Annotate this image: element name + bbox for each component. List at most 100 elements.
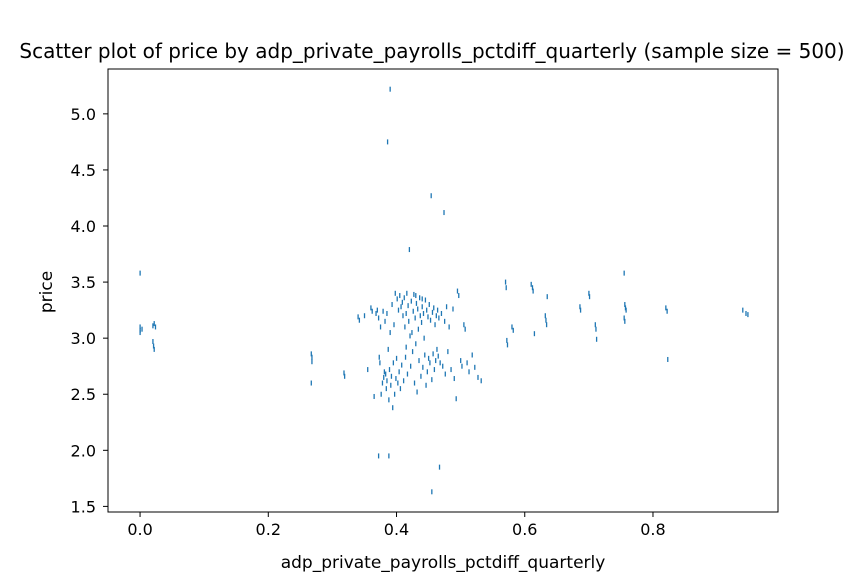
- data-point: [505, 285, 507, 291]
- data-point: [431, 489, 433, 495]
- data-point: [531, 285, 534, 291]
- data-point: [416, 389, 418, 395]
- data-point: [667, 356, 669, 362]
- data-point: [391, 302, 393, 308]
- y-tick-label: 1.5: [71, 497, 96, 516]
- data-point: [480, 378, 482, 384]
- data-point: [424, 352, 426, 358]
- data-point: [370, 305, 372, 311]
- x-axis-ticks: 0.0 0.2 0.4 0.6 0.8: [127, 512, 666, 539]
- data-point: [415, 341, 417, 347]
- data-point: [414, 315, 416, 321]
- data-point: [383, 369, 386, 375]
- data-point: [139, 270, 141, 276]
- data-point: [412, 308, 414, 314]
- data-point: [399, 386, 402, 392]
- data-point: [400, 304, 402, 310]
- data-point: [397, 307, 400, 313]
- data-point: [444, 318, 446, 324]
- y-tick-label: 4.0: [71, 217, 96, 236]
- data-point: [445, 304, 448, 310]
- data-point: [444, 371, 446, 377]
- data-point: [386, 378, 388, 384]
- data-point: [389, 330, 391, 336]
- y-axis-label: price: [37, 271, 57, 313]
- data-point: [544, 313, 546, 319]
- data-point: [393, 391, 396, 397]
- data-point: [433, 367, 436, 373]
- data-point: [408, 247, 411, 253]
- data-point: [425, 382, 427, 388]
- data-point: [415, 293, 417, 299]
- data-point: [450, 367, 452, 373]
- data-point: [396, 296, 398, 302]
- data-point: [439, 360, 441, 366]
- chart-title: Scatter plot of price by adp_private_pay…: [19, 39, 844, 63]
- y-tick-label: 4.5: [71, 161, 96, 180]
- data-point: [401, 299, 403, 305]
- data-point: [453, 376, 455, 382]
- data-point: [595, 326, 597, 332]
- data-point: [594, 322, 596, 328]
- data-point: [386, 139, 389, 145]
- data-point: [419, 295, 421, 301]
- data-point: [406, 290, 408, 296]
- data-point: [745, 310, 747, 316]
- data-point: [410, 298, 412, 304]
- data-point: [474, 364, 476, 370]
- data-point: [395, 355, 398, 361]
- data-point: [390, 373, 393, 379]
- data-point: [477, 374, 479, 380]
- data-point: [448, 324, 450, 330]
- data-point: [431, 309, 434, 315]
- data-point: [442, 363, 444, 369]
- data-point: [623, 270, 625, 276]
- data-point: [408, 318, 410, 324]
- data-point: [385, 386, 387, 392]
- data-point: [623, 315, 625, 321]
- data-point: [384, 318, 386, 324]
- data-point: [311, 354, 313, 360]
- data-point: [154, 324, 157, 330]
- y-tick-label: 3.0: [71, 329, 96, 348]
- data-point: [406, 371, 409, 377]
- data-point: [363, 313, 366, 319]
- data-point: [379, 324, 382, 330]
- data-point: [466, 360, 468, 366]
- data-point: [390, 382, 392, 388]
- data-point: [458, 293, 460, 299]
- data-point: [545, 322, 548, 328]
- data-point: [436, 307, 439, 313]
- data-point: [415, 300, 418, 306]
- data-point: [419, 313, 421, 319]
- data-point: [404, 354, 407, 360]
- data-point: [373, 393, 375, 399]
- data-point: [378, 354, 380, 360]
- data-point: [380, 391, 382, 397]
- data-point: [421, 304, 423, 310]
- data-point: [422, 364, 424, 370]
- data-point: [411, 330, 413, 336]
- data-point: [402, 313, 404, 319]
- data-point: [433, 305, 435, 311]
- data-point: [420, 373, 422, 379]
- data-point: [397, 380, 399, 386]
- y-tick-label: 5.0: [71, 105, 96, 124]
- data-point: [426, 307, 428, 313]
- data-point: [405, 344, 407, 350]
- data-point: [440, 310, 443, 316]
- data-point: [532, 288, 534, 294]
- data-point: [152, 343, 155, 349]
- data-point: [431, 377, 433, 383]
- data-point: [399, 293, 401, 299]
- x-tick-label: 0.4: [384, 520, 409, 539]
- data-point: [435, 313, 437, 319]
- data-point: [139, 324, 141, 330]
- data-point: [436, 346, 438, 352]
- data-point: [443, 210, 445, 216]
- data-point: [506, 337, 508, 343]
- data-point: [392, 360, 395, 366]
- data-point: [421, 296, 423, 302]
- data-point: [385, 371, 387, 377]
